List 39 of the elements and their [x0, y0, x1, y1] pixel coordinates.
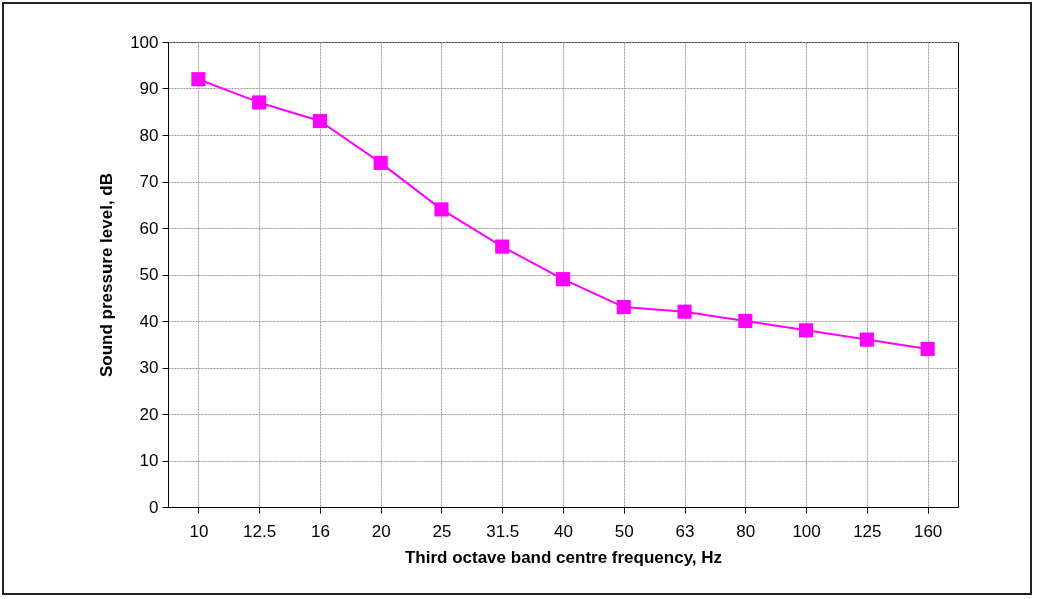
x-tick-label: 16: [310, 521, 330, 541]
point: [434, 202, 449, 217]
point: [616, 299, 631, 315]
point: [799, 323, 814, 338]
x-tick-label: 10: [189, 521, 209, 541]
y-tick-label: 10: [139, 451, 159, 470]
point: [373, 155, 388, 170]
point: [312, 113, 327, 129]
y-tick-label: 0: [149, 497, 159, 517]
point: [738, 313, 753, 329]
y-tick-label: 20: [139, 404, 159, 424]
y-tick-label: 90: [139, 79, 159, 98]
point: [920, 341, 935, 356]
y-tick-label: 70: [139, 172, 159, 191]
point: [677, 304, 692, 319]
x-tick-label: 20: [371, 521, 391, 541]
y-tick-label: 80: [139, 125, 159, 145]
point: [191, 72, 206, 87]
x-tick-label: 63: [675, 521, 695, 541]
x-tick-label: 125: [853, 521, 882, 541]
y-axis-title: Sound pressure level, dB: [97, 172, 117, 378]
y-tick-label: 60: [139, 218, 159, 238]
point: [859, 332, 874, 347]
point: [555, 272, 571, 287]
y-tick-label: 100: [130, 32, 159, 52]
point: [252, 95, 267, 110]
y-tick-label: 30: [139, 358, 159, 377]
x-tick-label: 160: [913, 521, 943, 541]
y-tick-label: 50: [139, 265, 159, 284]
x-tick-label: 40: [554, 521, 573, 541]
x-axis-title: Third octave band centre frequency, Hz: [404, 547, 723, 567]
x-tick-label: 50: [614, 521, 634, 541]
point: [495, 239, 510, 254]
x-tick-label: 12.5: [243, 521, 277, 541]
y-tick-label: 40: [139, 311, 159, 331]
x-tick-label: 25: [432, 521, 452, 541]
x-tick-label: 100: [792, 521, 821, 541]
x-tick-label: 31.5: [486, 521, 520, 541]
x-tick-label: 80: [736, 521, 756, 541]
